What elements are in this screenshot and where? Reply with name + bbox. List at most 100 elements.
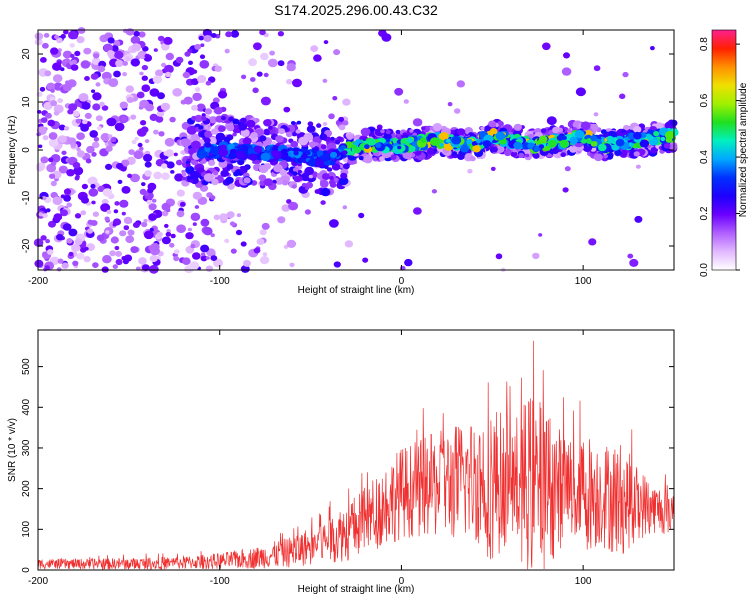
spectrogram-cell: [608, 137, 616, 144]
spectrogram-x-ticks: -200 -100 0 100: [28, 30, 592, 287]
spectrogram-cell: [472, 145, 481, 153]
spectrogram-cell: [214, 106, 223, 115]
spectrogram-cell: [139, 71, 144, 76]
spectrogram-cell: [460, 144, 469, 153]
spectrogram-cell: [230, 30, 240, 38]
spectrogram-cell: [655, 122, 664, 130]
spectrogram-cell: [114, 201, 120, 206]
spectrogram-cell: [320, 187, 331, 197]
spectrogram-cell: [115, 250, 122, 257]
spectrogram-cell: [71, 243, 81, 252]
spectrogram-cell: [153, 171, 162, 180]
spectrogram-cell: [190, 243, 196, 249]
spectrogram-cell: [369, 132, 375, 137]
spectrogram-cell: [342, 98, 351, 106]
spectrogram-cell: [246, 119, 256, 128]
spectrogram-cell: [53, 213, 63, 221]
spectrogram-cell: [250, 132, 258, 139]
spectrogram-cell: [85, 158, 92, 164]
x-tick-label: -200: [28, 276, 48, 287]
spectrogram-cell: [200, 218, 210, 227]
snr-trace: [37, 340, 675, 571]
spectrogram-cell: [48, 157, 54, 163]
y-tick-label: 300: [21, 439, 32, 456]
spectrogram-cell: [219, 161, 227, 168]
spectrogram-cell: [633, 151, 640, 157]
spectrogram-cell: [429, 137, 440, 146]
spectrogram-cell: [161, 43, 170, 51]
spectrogram-cell: [409, 129, 414, 133]
spectrogram-cell: [379, 156, 385, 162]
spectrogram-cell: [241, 74, 247, 80]
spectrogram-cell: [92, 92, 102, 101]
spectrogram-cell: [226, 124, 235, 132]
spectrogram-cell: [81, 102, 91, 110]
spectrogram-cell: [41, 196, 47, 201]
spectrogram-cell: [206, 248, 216, 257]
spectrogram-cell: [69, 61, 74, 66]
spectrogram-cell: [217, 90, 228, 99]
spectrogram-cell: [191, 104, 198, 111]
spectrogram-cell: [412, 118, 423, 127]
spectrogram-cell: [164, 64, 174, 74]
spectrogram-cell: [75, 118, 82, 124]
spectrogram-cell: [580, 121, 591, 130]
spectrogram-cell: [588, 238, 597, 246]
spectrogram-cell: [342, 205, 348, 210]
spectrogram-cell: [298, 136, 309, 146]
y-tick-label: 10: [21, 96, 32, 108]
spectrogram-cell: [635, 164, 641, 169]
spectrogram-cell: [114, 122, 125, 132]
spectrogram-cell: [144, 161, 152, 168]
spectrogram-cell: [343, 163, 350, 170]
colorbar: 0.0 0.2 0.4 0.6 0.8 Normalized spectral ampl…: [699, 29, 749, 277]
spectrogram-cell: [148, 203, 157, 211]
spectrogram-cell: [170, 170, 175, 174]
spectrogram-cell: [140, 120, 147, 126]
spectrogram-cell: [198, 125, 204, 130]
spectrogram-cell: [469, 156, 476, 162]
spectrogram-cell: [176, 189, 185, 197]
spectrogram-cell: [62, 223, 72, 231]
spectrogram-cell: [200, 255, 208, 262]
spectrogram-cell: [490, 146, 498, 153]
spectrogram-cell: [562, 187, 569, 193]
spectrogram-cell: [131, 139, 137, 145]
spectrogram-cell: [243, 177, 251, 184]
spectrogram-cell: [229, 221, 236, 226]
spectrogram-cell: [219, 213, 228, 222]
spectrogram-cell: [314, 159, 325, 168]
spectrogram-cell: [605, 153, 614, 160]
spectrogram-cell: [305, 186, 310, 190]
spectrogram-cell: [86, 145, 95, 154]
spectrogram-cell: [226, 165, 231, 170]
spectrogram-cell: [271, 141, 276, 146]
spectrogram-cell: [230, 248, 237, 254]
spectrogram-cell: [192, 92, 202, 102]
spectrogram-cell: [91, 57, 101, 65]
spectrogram-cell: [457, 153, 465, 160]
spectrogram-cell: [476, 139, 481, 144]
spectrogram-cell: [581, 138, 587, 144]
spectrogram-cell: [259, 256, 270, 265]
spectrogram-cell: [197, 75, 207, 83]
spectrogram-cell: [256, 71, 263, 77]
spectrogram-cell: [131, 43, 142, 52]
spectrogram-cell: [56, 37, 63, 44]
spectrogram-cell: [279, 169, 288, 177]
spectrogram-cell: [133, 30, 140, 37]
spectrogram-cell: [431, 189, 437, 194]
spectrogram-cell: [304, 166, 314, 175]
colorbar-tick-label: 0.8: [699, 37, 710, 51]
snr-x-ticks: -200 -100 0 100: [28, 330, 592, 587]
spectrogram-cell: [165, 149, 174, 157]
x-tick-label: 100: [575, 276, 592, 287]
spectrogram-cell: [362, 257, 369, 263]
spectrogram-cell: [169, 242, 175, 248]
spectrogram-cell: [593, 112, 599, 117]
spectrogram-cell: [456, 128, 466, 136]
spectrogram-cell: [380, 129, 385, 134]
spectrogram-cell: [295, 129, 301, 134]
spectrogram-cell: [338, 116, 345, 122]
